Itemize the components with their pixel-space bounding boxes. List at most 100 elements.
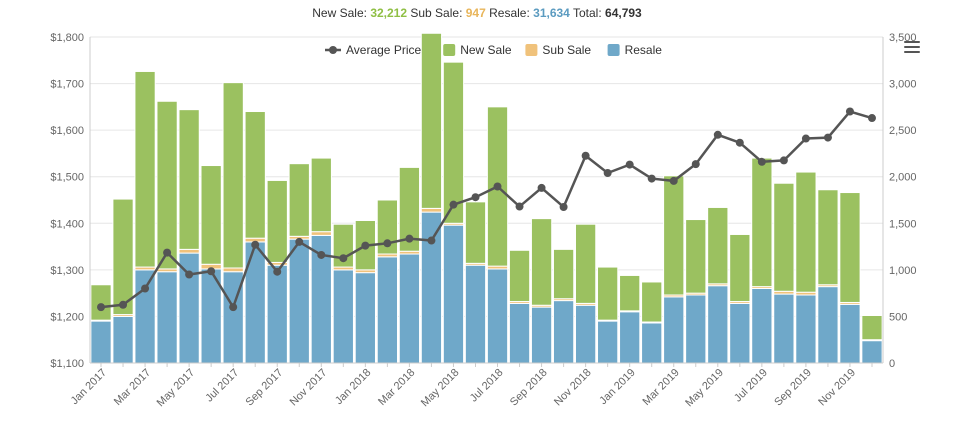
bar-resale — [861, 340, 883, 364]
average-price-point — [339, 254, 348, 263]
average-price-line — [100, 110, 873, 311]
average-price-point — [273, 267, 282, 276]
right-tick-label: 500 — [889, 311, 907, 323]
bar-new-sale — [861, 314, 883, 341]
legend-item[interactable]: Sub Sale — [525, 43, 591, 57]
average-price-point — [163, 248, 172, 257]
legend-item[interactable]: Average Price — [325, 43, 421, 57]
bar-resale — [90, 320, 112, 364]
bar-resale — [486, 268, 509, 364]
bar-resale — [178, 252, 200, 364]
bar-new-sale — [266, 179, 288, 263]
bar-new-sale — [200, 165, 222, 265]
average-price-point — [405, 234, 414, 243]
bar-new-sale — [552, 248, 575, 300]
legend-item[interactable]: Resale — [607, 43, 663, 57]
x-tick-label: Jan 2018 — [333, 367, 373, 407]
bar-new-sale — [685, 219, 707, 294]
x-tick-label: Nov 2017 — [288, 367, 330, 409]
bar-resale — [112, 315, 134, 364]
bar-new-sale — [112, 198, 134, 316]
bar-resale — [597, 320, 619, 364]
bar-new-sale — [134, 70, 156, 268]
average-price-point — [449, 200, 458, 209]
bar-new-sale — [464, 201, 487, 264]
bar-new-sale — [707, 206, 729, 285]
bar-new-sale — [619, 274, 641, 312]
summary-line: New Sale: 32,212 Sub Sale: 947 Resale: 3… — [0, 6, 954, 20]
bar-resale — [707, 285, 729, 364]
bar-new-sale — [420, 32, 443, 209]
bar-new-sale — [663, 175, 685, 296]
bar-resale — [574, 304, 597, 364]
bar-new-sale — [376, 199, 399, 255]
bar-resale — [420, 211, 443, 364]
bar-resale — [332, 269, 354, 364]
right-tick-label: 2,000 — [889, 172, 917, 184]
left-tick-label: $1,100 — [50, 358, 84, 370]
legend-label: Average Price — [346, 43, 421, 57]
left-tick-label: $1,400 — [50, 218, 84, 230]
average-price-point — [845, 107, 854, 116]
average-price-point — [867, 114, 876, 123]
x-tick-label: Sep 2017 — [244, 367, 286, 409]
bar-resale — [773, 293, 795, 364]
bar-new-sale — [310, 157, 332, 233]
bar-resale — [729, 302, 751, 364]
x-tick-label: May 2017 — [155, 367, 198, 410]
left-tick-label: $1,600 — [50, 125, 84, 137]
average-price-point — [471, 193, 480, 202]
right-tick-label: 2,500 — [889, 125, 917, 137]
bar-resale — [751, 287, 773, 364]
average-price-point — [185, 270, 194, 279]
menu-icon[interactable] — [904, 41, 920, 55]
bar-sub-sale — [310, 231, 332, 236]
average-price-point — [361, 241, 370, 250]
bar-sub-sale — [178, 248, 200, 254]
bar-resale — [552, 300, 575, 364]
x-tick-label: Sep 2019 — [772, 367, 814, 409]
legend[interactable]: Average Price New Sale Sub Sale Resale — [325, 43, 662, 57]
legend-item[interactable]: New Sale — [443, 43, 512, 57]
x-tick-label: Mar 2018 — [376, 367, 417, 408]
bar-resale — [376, 256, 399, 364]
bar-resale — [795, 294, 817, 364]
average-price-point — [603, 168, 612, 177]
left-tick-label: $1,200 — [50, 311, 84, 323]
resale-total: 31,634 — [533, 6, 570, 20]
average-price-point — [691, 160, 700, 169]
average-price-series — [97, 107, 876, 312]
new-sale-label: New Sale: — [312, 6, 367, 20]
bar-new-sale — [244, 111, 266, 239]
bar-new-sale — [442, 61, 465, 224]
x-tick-label: May 2019 — [683, 367, 726, 410]
right-tick-label: 1,500 — [889, 218, 917, 230]
bar-resale — [663, 296, 685, 364]
bar-resale — [641, 322, 663, 364]
legend-swatch — [443, 44, 456, 56]
average-price-point — [141, 284, 150, 293]
average-price-point — [251, 240, 260, 249]
bar-new-sale — [574, 223, 597, 304]
x-tick-label: Nov 2018 — [552, 367, 594, 409]
left-tick-label: $1,700 — [50, 79, 84, 91]
average-price-point — [779, 156, 788, 165]
bar-new-sale — [729, 233, 751, 303]
average-price-point — [669, 176, 678, 185]
average-price-point — [581, 151, 590, 160]
bar-new-sale — [222, 82, 244, 269]
bar-resale — [156, 271, 178, 364]
bar-sub-sale — [222, 267, 244, 273]
average-price-point — [735, 138, 744, 147]
grand-total: 64,793 — [605, 6, 642, 20]
x-tick-label: Sep 2018 — [508, 367, 550, 409]
average-price-point — [493, 182, 502, 191]
left-tick-label: $1,800 — [50, 32, 84, 44]
bar-new-sale — [597, 266, 619, 321]
average-price-point — [515, 202, 524, 211]
bar-new-sale — [817, 189, 839, 286]
bar-resale — [398, 253, 421, 364]
x-tick-label: Jul 2018 — [468, 367, 506, 405]
sub-sale-label: Sub Sale: — [410, 6, 463, 20]
